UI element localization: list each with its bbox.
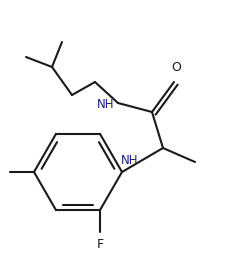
Text: O: O bbox=[170, 61, 180, 74]
Text: F: F bbox=[96, 237, 103, 251]
Text: NH: NH bbox=[120, 153, 138, 167]
Text: NH: NH bbox=[96, 98, 113, 110]
